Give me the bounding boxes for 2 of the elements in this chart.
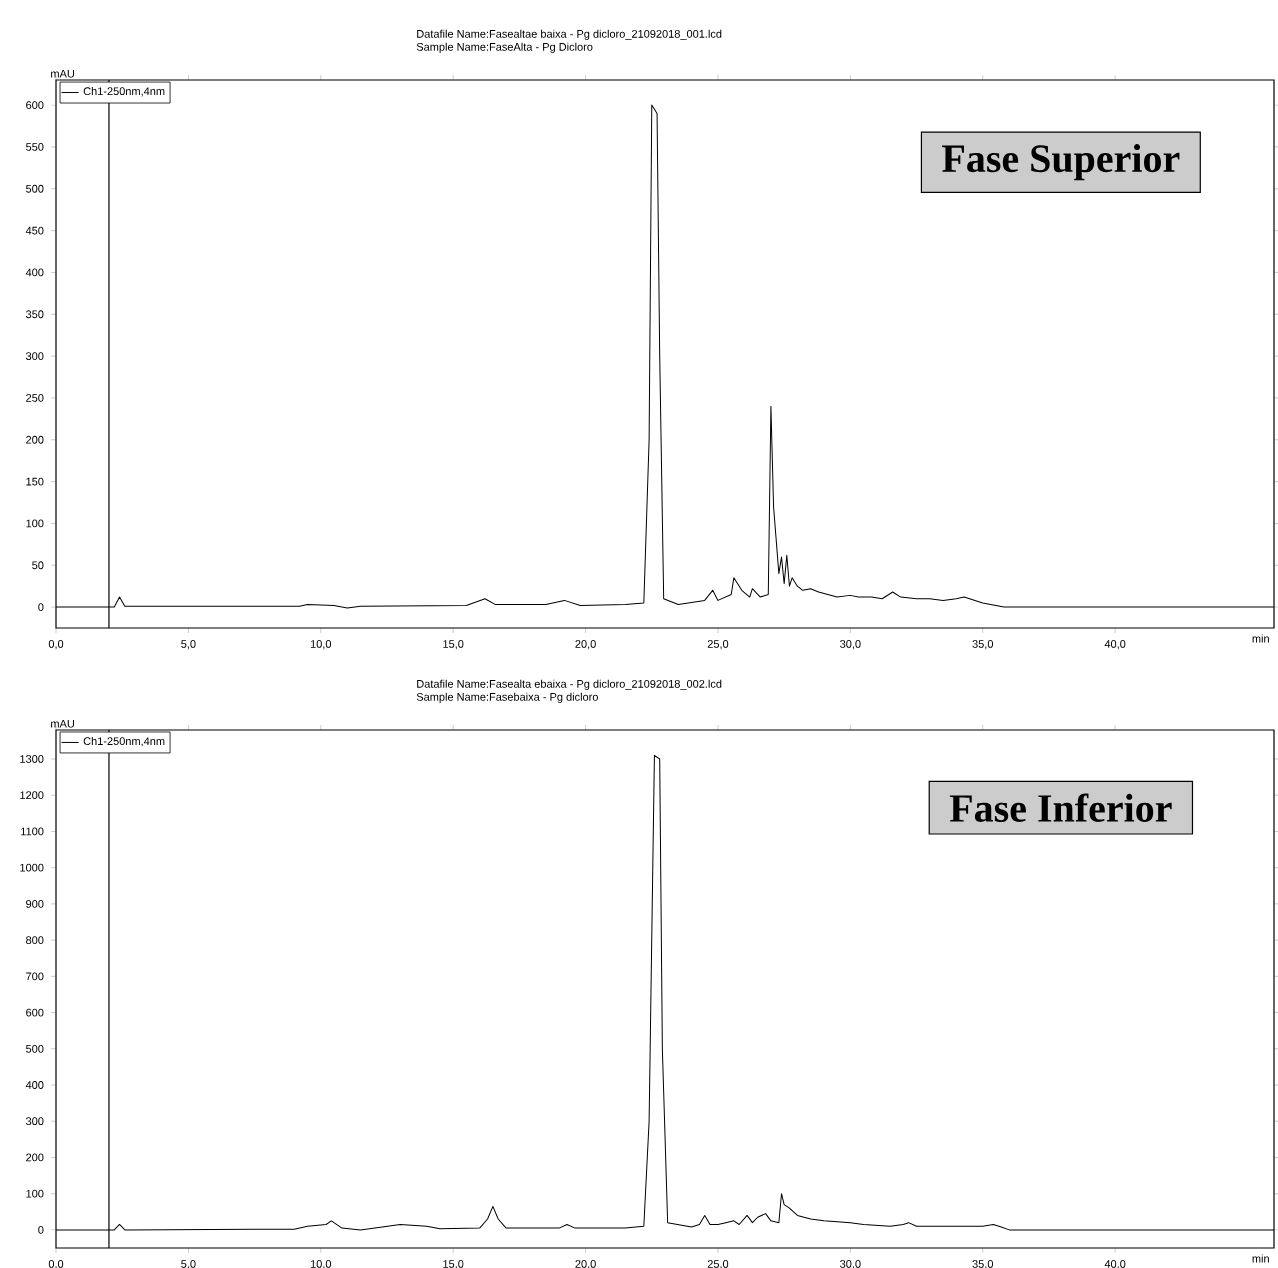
annotation: Fase Superior: [942, 144, 1180, 181]
annotation: Fase Inferior: [949, 793, 1172, 822]
